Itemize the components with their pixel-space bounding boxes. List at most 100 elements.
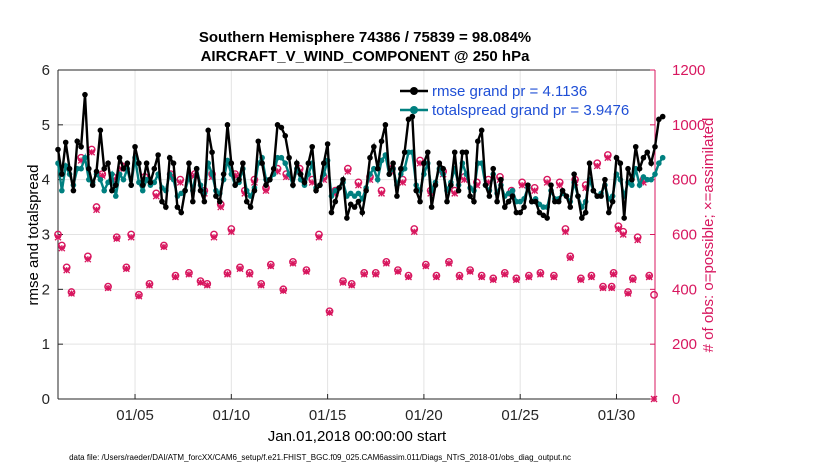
totalspread-point [644,176,651,183]
rmse-point [270,165,277,172]
obs-assimilated-point [634,236,642,244]
rmse-point [482,182,489,188]
obs-assimilated-point [176,178,184,186]
rmse-point [432,182,439,188]
legend-label-1: totalspread grand pr = 3.9476 [432,102,629,119]
obs-assimilated-point [478,273,486,281]
rmse-point [174,204,181,210]
obs-assimilated-point [599,284,607,292]
rmse-point [598,193,604,199]
rmse-point [240,160,246,167]
rmse-point [78,143,84,150]
rmse-point [517,209,523,216]
rmse-point [209,149,215,156]
rmse-point [232,182,238,188]
obs-assimilated-point [372,270,380,278]
obs-assimilated-point [257,281,265,289]
rmse-point [459,149,466,156]
obs-assimilated-point [172,273,179,281]
rmse-point [351,204,358,210]
rmse-point [178,209,185,216]
rmse-point [216,198,223,205]
rmse-point [521,204,527,210]
rmse-point [197,187,204,194]
obs-assimilated-point [344,167,352,175]
totalspread-point [59,187,65,194]
rmse-point [116,154,123,161]
totalspread-point [371,165,377,172]
legend-marker-0 [410,87,418,95]
rmse-point [571,171,577,177]
obs-assimilated-point [604,154,612,162]
rmse-point [552,198,558,205]
rmse-point [124,160,131,167]
rmse-point [567,204,574,210]
obs-assimilated-point [512,276,520,284]
totalspread-point [120,176,127,183]
obs-assimilated-point [210,233,218,241]
rmse-point [147,179,154,186]
obs-assimilated-point [394,268,402,275]
rmse-point [367,154,373,161]
obs-assimilated-point [135,292,143,300]
obs-assimilated-point [246,270,254,278]
rmse-point [305,160,312,167]
rmse-point [428,204,435,210]
obs-possible-point [650,290,658,299]
y2-tick-label-3: 600 [672,227,697,244]
rmse-point [190,198,196,205]
obs-assimilated-point [354,181,362,189]
obs-assimilated-point [556,181,564,189]
rmse-point [355,198,362,205]
rmse-point [602,176,608,183]
rmse-point [286,154,292,161]
rmse-point [409,113,416,120]
rmse-point [417,198,423,205]
rmse-point [82,91,88,98]
rmse-point [170,160,177,167]
rmse-point [294,160,300,167]
rmse-point [544,215,550,221]
rmse-point [247,204,254,210]
rmse-point [613,154,620,161]
rmse-point [555,198,562,205]
plot-area: 0 1 2 3 4 5 6 0 200 400 600 800 1000 1200 01/05 01/10 01… [42,62,706,424]
obs-assimilated-point [445,259,453,267]
rmse-point [128,182,134,188]
totalspread-point [636,182,643,188]
obs-assimilated-point [197,279,204,286]
legend-label-0: rmse grand pr = 4.1136 [432,83,587,100]
obs-assimilated-point [501,270,509,278]
rmse-point [498,176,504,183]
y-tick-label-5: 5 [42,117,50,134]
y-tick-label-2: 2 [42,281,50,298]
rmse-point [89,182,96,188]
totalspread-point [659,154,666,161]
rmse-point [575,193,581,199]
rmse-point [182,187,188,194]
chart-title-line-2: AIRCRAFT_V_WIND_COMPONENT @ 250 hPa [201,48,531,65]
rmse-point [424,149,431,156]
rmse-point [66,165,73,172]
rmse-point [163,204,169,210]
obs-assimilated-point [561,228,569,236]
obs-assimilated-point [302,268,310,275]
obs-assimilated-point [113,235,121,243]
obs-assimilated-point [217,203,225,211]
obs-assimilated-point [146,281,153,289]
obs-assimilated-point [84,255,92,263]
x-tick-label-2: 01/15 [309,407,347,424]
rmse-point [193,165,200,172]
totalspread-point [374,176,381,183]
rmse-point [559,187,566,194]
rmse-point [397,165,404,172]
rmse-point [501,204,508,210]
obs-assimilated-point [536,270,544,278]
rmse-point [648,160,654,167]
rmse-point [309,143,316,150]
rmse-point [505,198,512,205]
rmse-point [525,182,531,188]
obs-assimilated-point [619,231,627,238]
rmse-point [401,149,408,156]
rmse-point [532,198,539,205]
